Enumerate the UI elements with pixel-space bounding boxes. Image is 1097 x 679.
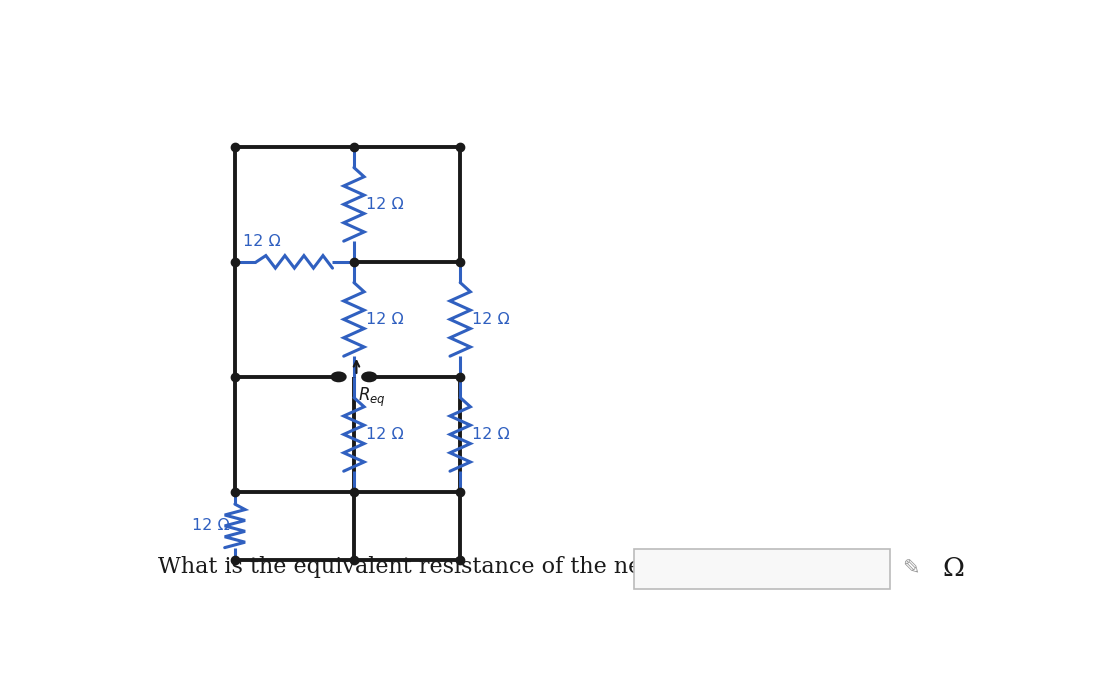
Text: 12 Ω: 12 Ω: [365, 197, 404, 212]
Text: 12 Ω: 12 Ω: [365, 312, 404, 327]
Circle shape: [362, 373, 376, 381]
Text: Ω: Ω: [942, 556, 964, 581]
Circle shape: [331, 373, 346, 381]
Text: What is the equivalent resistance of the network?: What is the equivalent resistance of the…: [158, 555, 720, 578]
Text: 12 Ω: 12 Ω: [472, 312, 510, 327]
Text: 12 Ω: 12 Ω: [472, 427, 510, 442]
Text: 12 Ω: 12 Ω: [192, 518, 230, 534]
Text: 12 Ω: 12 Ω: [244, 234, 281, 249]
Text: $R_{eq}$: $R_{eq}$: [359, 386, 386, 409]
FancyBboxPatch shape: [634, 549, 890, 589]
Text: ✎: ✎: [902, 559, 919, 579]
Text: 12 Ω: 12 Ω: [365, 427, 404, 442]
